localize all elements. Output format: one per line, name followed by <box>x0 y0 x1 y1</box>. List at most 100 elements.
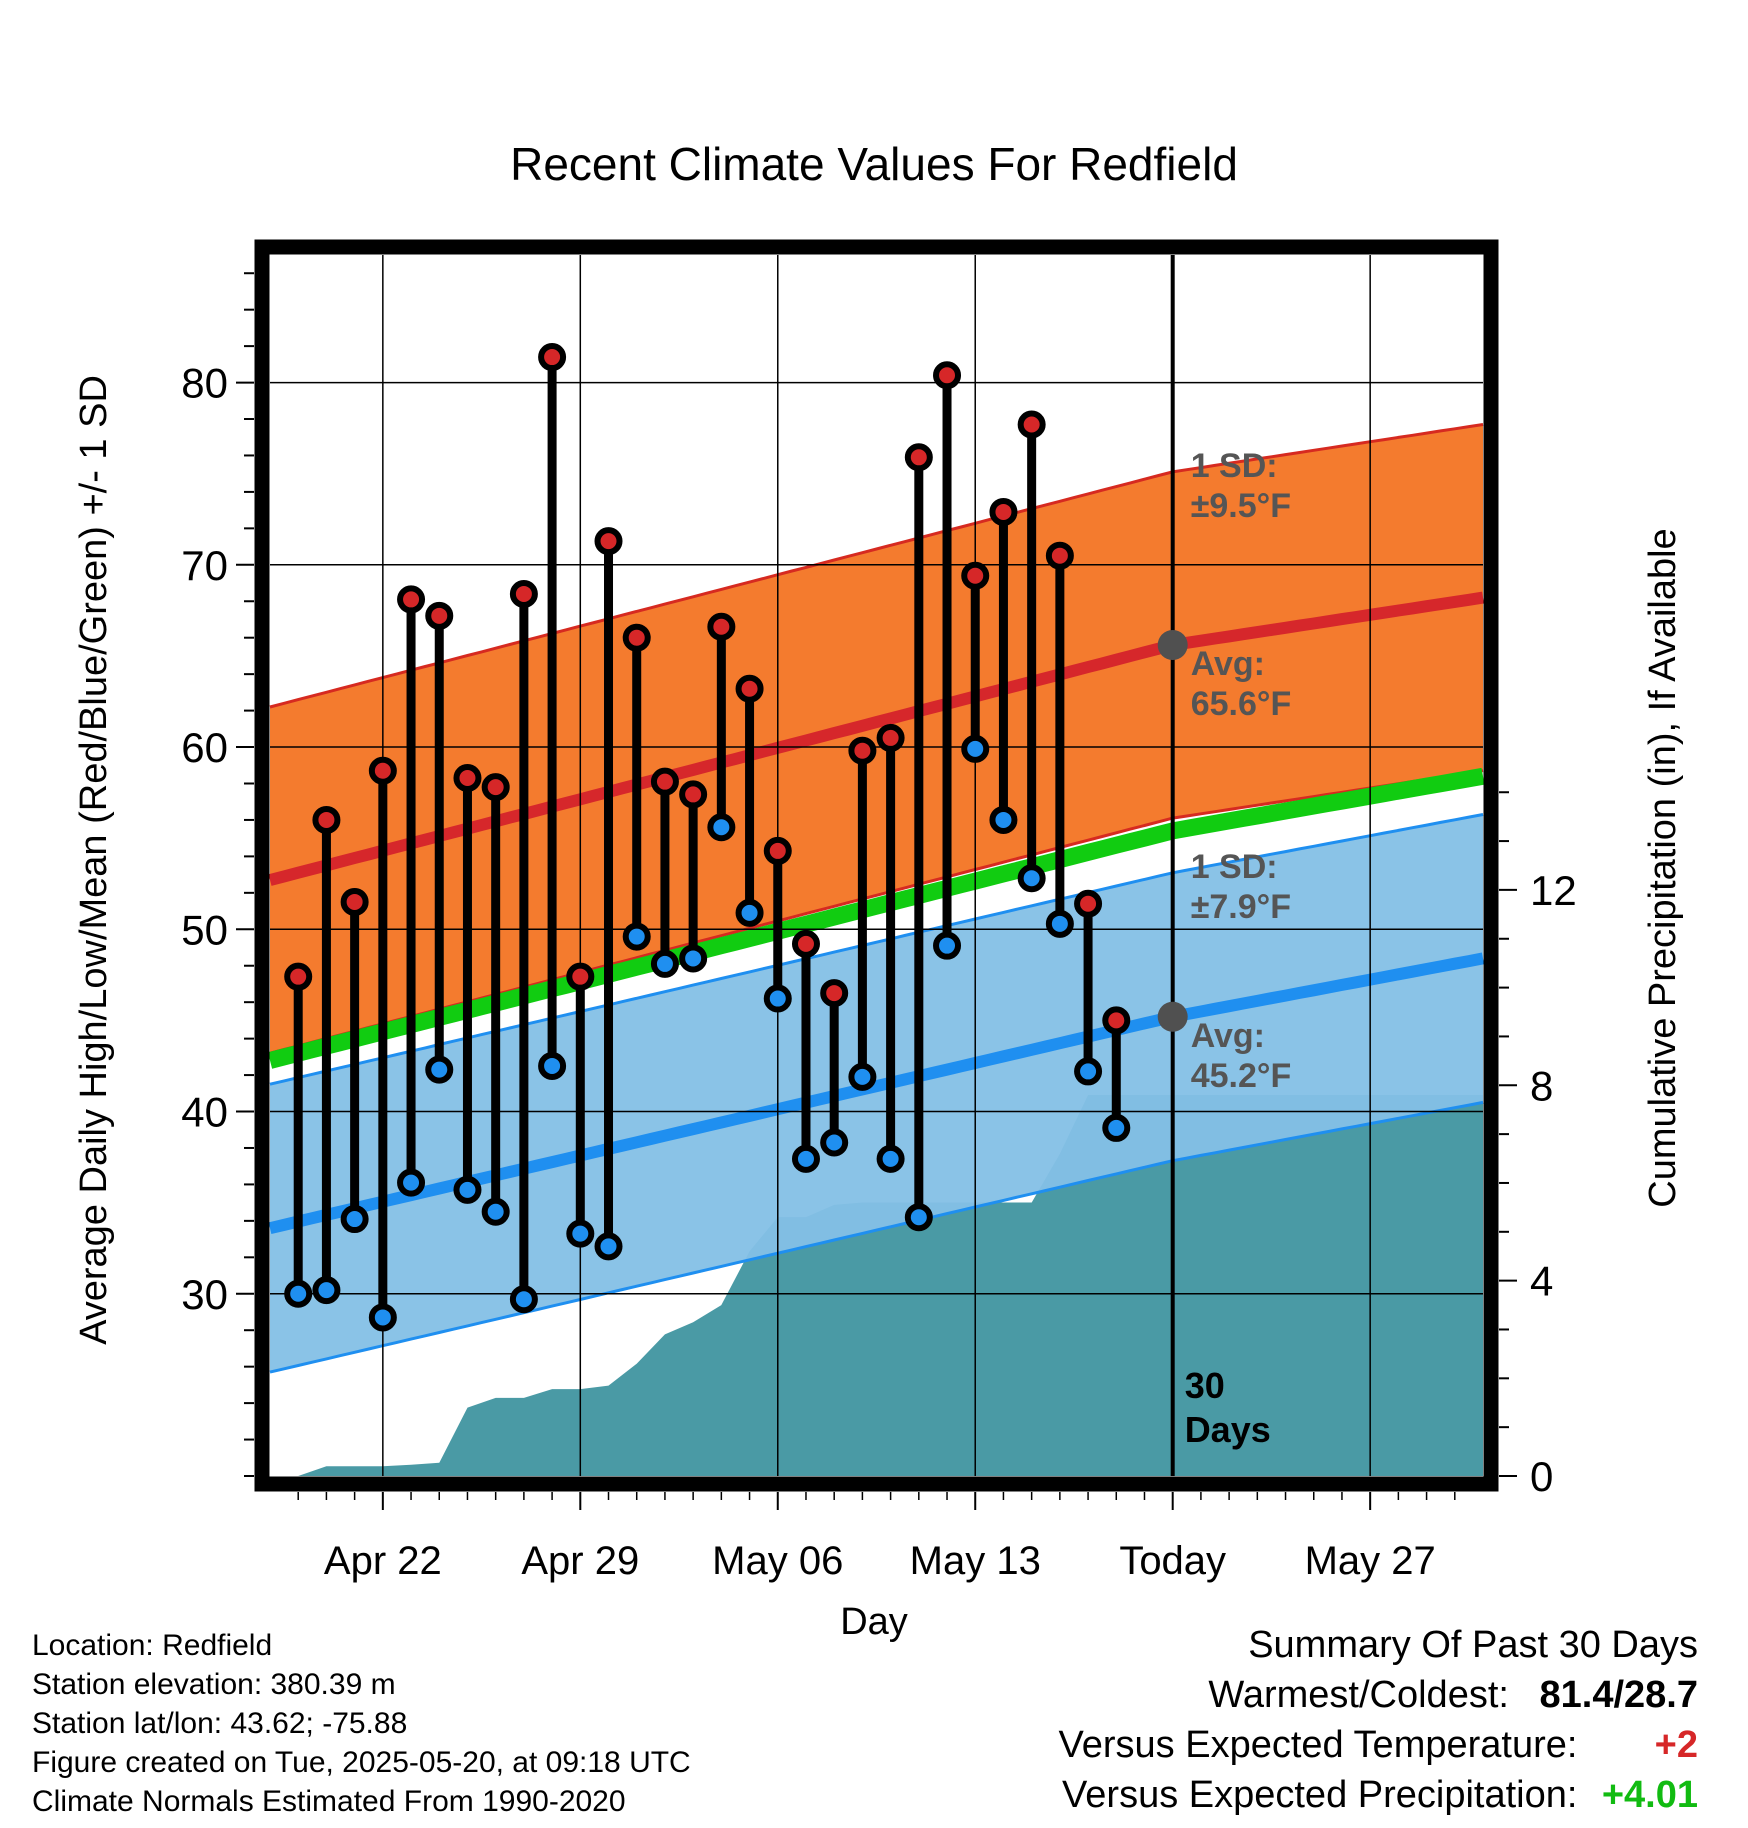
y-tick-label: 50 <box>181 906 228 953</box>
daily-high-marker <box>566 962 595 991</box>
precip-value: +4.01 <box>1601 1774 1698 1816</box>
annotation-layer: 1 SD: ±9.5°F Avg: 65.6°F 1 SD: ±7.9°F Avg: 45.2… <box>1157 447 1292 1095</box>
chart-title: Recent Climate Values For Redfield <box>510 138 1238 190</box>
low-avg-annotation: Avg: 45.2°F <box>1191 1017 1292 1095</box>
normals-text: Climate Normals Estimated From 1990-2020 <box>32 1785 626 1818</box>
daily-high-marker <box>1017 410 1046 439</box>
daily-low-marker <box>989 805 1018 834</box>
y-tick-label: 70 <box>181 542 228 589</box>
daily-high-marker <box>848 736 877 765</box>
daily-low-marker <box>904 1203 933 1232</box>
y2-tick-label: 0 <box>1530 1453 1553 1500</box>
today-layer: 30 Days <box>1170 255 1271 1476</box>
summary-warmest-row: Warmest/Coldest: 81.4/28.7 <box>798 1670 1698 1720</box>
high-band <box>270 424 1483 1054</box>
daily-high-marker <box>679 780 708 809</box>
high-normal-line <box>268 591 1484 886</box>
y2-tick-label: 12 <box>1530 867 1577 914</box>
daily-range-layer <box>284 343 1131 1332</box>
y-axis-label: Average Daily High/Low/Mean (Red/Blue/Gr… <box>73 375 115 1345</box>
summary-temp-row: Versus Expected Temperature: +2 <box>798 1720 1698 1770</box>
daily-low-marker <box>876 1144 905 1173</box>
low-avg-today-marker <box>1157 1001 1188 1032</box>
daily-low-marker <box>1102 1113 1131 1142</box>
daily-low-marker <box>820 1128 849 1157</box>
y2-tick-label: 8 <box>1530 1062 1553 1109</box>
plot-frame <box>254 239 1499 1492</box>
summary-panel: Summary Of Past 30 Days Warmest/Coldest:… <box>798 1620 1698 1820</box>
high-sd-annotation: 1 SD: ±9.5°F <box>1191 447 1291 525</box>
daily-high-marker <box>1102 1006 1131 1035</box>
daily-low-marker <box>453 1175 482 1204</box>
y-tick-label: 80 <box>181 360 228 407</box>
low-band-upper-edge <box>269 813 1484 1086</box>
daily-low-marker <box>791 1144 820 1173</box>
daily-low-marker <box>368 1303 397 1332</box>
daily-high-marker <box>453 764 482 793</box>
daily-high-marker <box>368 756 397 785</box>
precip-label: Versus Expected Precipitation: <box>1062 1774 1578 1816</box>
x-tick-label: May 27 <box>1305 1539 1436 1583</box>
high-avg-annotation: Avg: 65.6°F <box>1191 645 1292 723</box>
axis-layer: 30 40 50 60 70 80 0 4 8 12 Apr 22 Apr 29 May 06 May 1… <box>181 272 1577 1583</box>
daily-high-marker <box>1045 541 1074 570</box>
daily-low-marker <box>933 931 962 960</box>
summary-precip-row: Versus Expected Precipitation: +4.01 <box>798 1770 1698 1820</box>
created-text: Figure created on Tue, 2025-05-20, at 09… <box>32 1746 691 1779</box>
x-tick-label: May 13 <box>910 1539 1041 1583</box>
daily-low-marker <box>425 1055 454 1084</box>
daily-high-marker <box>538 343 567 372</box>
daily-high-marker <box>707 612 736 641</box>
daily-low-marker <box>481 1197 510 1226</box>
daily-high-marker <box>791 929 820 958</box>
daily-low-marker <box>848 1062 877 1091</box>
high-band-upper-edge <box>269 423 1484 709</box>
today-days-label: 30 Days <box>1185 1365 1271 1450</box>
y-tick-label: 30 <box>181 1271 228 1318</box>
daily-high-marker <box>904 443 933 472</box>
daily-high-marker <box>820 979 849 1008</box>
location-text: Location: Redfield <box>32 1629 273 1662</box>
daily-low-marker <box>594 1232 623 1261</box>
daily-high-marker <box>284 962 313 991</box>
precip-area <box>298 1095 1484 1476</box>
x-tick-label: Today <box>1119 1539 1226 1583</box>
daily-high-marker <box>340 887 369 916</box>
daily-low-marker <box>509 1285 538 1314</box>
daily-low-marker <box>763 984 792 1013</box>
daily-low-marker <box>312 1276 341 1305</box>
daily-low-marker <box>735 898 764 927</box>
x-tick-label: May 06 <box>712 1539 843 1583</box>
daily-high-marker <box>961 561 990 590</box>
daily-high-marker <box>735 674 764 703</box>
precip-area-layer <box>298 1095 1484 1476</box>
high-avg-today-marker <box>1157 629 1188 660</box>
daily-high-marker <box>481 773 510 802</box>
daily-high-marker <box>397 585 426 614</box>
daily-low-marker <box>650 949 679 978</box>
daily-high-marker <box>622 623 651 652</box>
mean-normal-line <box>267 767 1485 1069</box>
daily-high-marker <box>876 723 905 752</box>
daily-low-marker <box>340 1205 369 1234</box>
daily-low-marker <box>679 944 708 973</box>
daily-low-marker <box>397 1168 426 1197</box>
daily-low-marker <box>1074 1057 1103 1086</box>
temp-value: +2 <box>1654 1724 1698 1766</box>
daily-low-marker <box>1017 864 1046 893</box>
daily-high-marker <box>312 805 341 834</box>
low-band-lower-edge <box>269 1100 1484 1374</box>
y2-axis-label: Cumulative Precipitation (in), If Availa… <box>1642 528 1684 1207</box>
daily-high-marker <box>933 361 962 390</box>
latlon-text: Station lat/lon: 43.62; -75.88 <box>32 1707 408 1740</box>
x-axis-label: Day <box>840 1601 908 1643</box>
daily-high-marker <box>650 767 679 796</box>
summary-heading: Summary Of Past 30 Days <box>1248 1624 1698 1666</box>
daily-high-marker <box>1074 889 1103 918</box>
y-tick-label: 40 <box>181 1089 228 1136</box>
daily-low-marker <box>1045 909 1074 938</box>
temp-label: Versus Expected Temperature: <box>1058 1724 1578 1766</box>
daily-high-marker <box>763 836 792 865</box>
y2-tick-label: 4 <box>1530 1258 1553 1305</box>
